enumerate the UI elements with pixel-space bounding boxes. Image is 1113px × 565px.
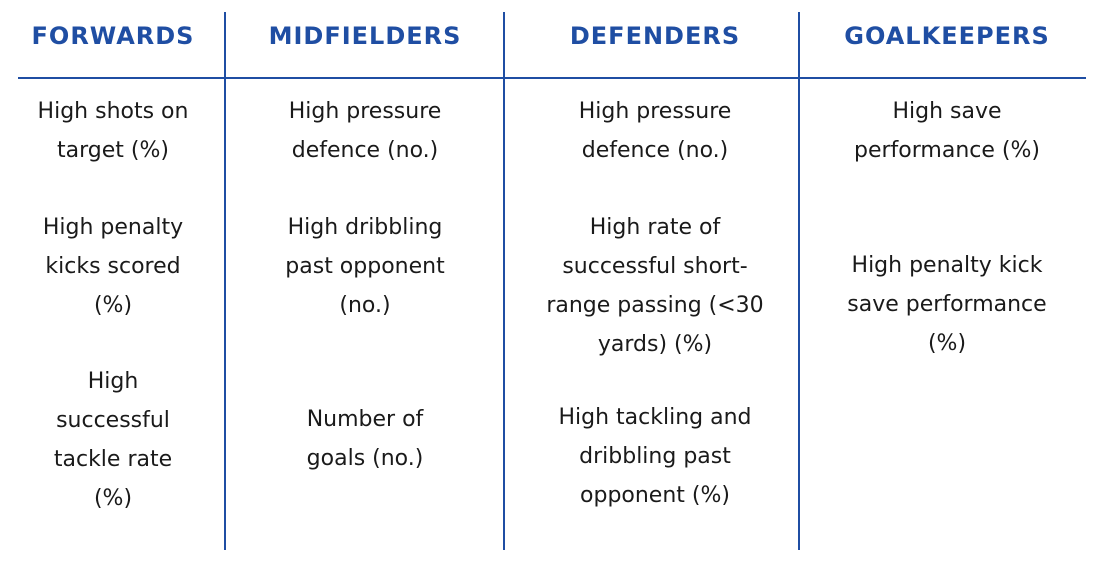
metric-cell: High pressure defence (no.): [512, 92, 798, 170]
column-header: GOALKEEPERS: [844, 22, 1050, 50]
metric-line: High pressure: [288, 99, 442, 124]
metric-cell: High successful tackle rate (%): [10, 362, 216, 518]
metric-cell: High penalty kick save performance (%): [812, 246, 1082, 363]
metric-line: High: [87, 369, 139, 394]
metric-line: dribbling past: [579, 444, 731, 469]
metric-line: successful short-: [562, 254, 748, 279]
column-header: FORWARDS: [31, 22, 195, 50]
metric-line: High save: [892, 99, 1002, 124]
metric-line: opponent (%): [580, 483, 730, 508]
metric-line: past opponent: [285, 254, 445, 279]
column-header: MIDFIELDERS: [268, 22, 462, 50]
metric-cell: High dribbling past opponent (no.): [240, 208, 490, 325]
metric-line: goals (no.): [306, 446, 424, 471]
metric-line: (%): [927, 331, 967, 356]
metric-line: tackle rate: [53, 447, 173, 472]
metric-line: save performance: [847, 292, 1047, 317]
metric-cell: High penalty kicks scored (%): [10, 208, 216, 325]
metric-line: yards) (%): [597, 332, 713, 357]
metric-cell: High tackling and dribbling past opponen…: [512, 398, 798, 515]
metric-line: kicks scored: [45, 254, 181, 279]
metric-cell: Number of goals (no.): [240, 400, 490, 478]
metric-line: range passing (<30: [546, 293, 764, 318]
column-divider: [224, 12, 226, 550]
metric-cell: High shots on target (%): [10, 92, 216, 170]
metric-line: defence (no.): [291, 138, 439, 163]
metric-cell: High save performance (%): [812, 92, 1082, 170]
metric-line: Number of: [306, 407, 424, 432]
column-divider: [798, 12, 800, 550]
metric-line: High dribbling: [287, 215, 443, 240]
column-header: DEFENDERS: [569, 22, 741, 50]
metric-line: High penalty: [42, 215, 184, 240]
header-divider: [18, 77, 1086, 79]
metric-line: High tackling and: [558, 405, 752, 430]
metric-line: High shots on: [37, 99, 189, 124]
metric-cell: High pressure defence (no.): [240, 92, 490, 170]
metric-cell: High rate of successful short- range pas…: [512, 208, 798, 364]
metric-line: target (%): [57, 138, 169, 163]
metric-line: (%): [93, 293, 133, 318]
column-divider: [503, 12, 505, 550]
metric-line: performance (%): [854, 138, 1040, 163]
metric-line: (%): [93, 486, 133, 511]
metric-line: defence (no.): [581, 138, 729, 163]
metric-line: successful: [56, 408, 170, 433]
metric-line: High penalty kick: [851, 253, 1043, 278]
metric-line: (no.): [339, 293, 391, 318]
metric-line: High pressure: [578, 99, 732, 124]
metric-line: High rate of: [589, 215, 721, 240]
